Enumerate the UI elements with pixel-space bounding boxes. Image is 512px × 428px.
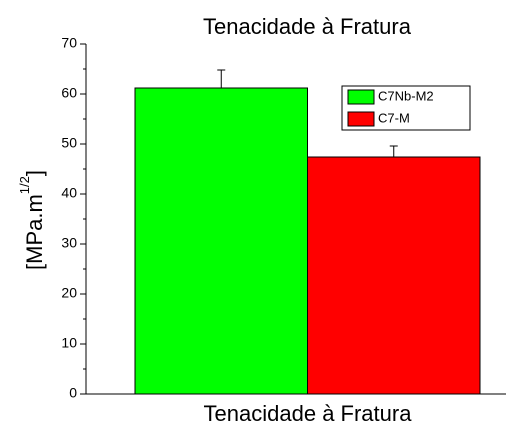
y-axis-label: [MPa.m1/2] xyxy=(17,170,46,270)
chart-title: Tenacidade à Fratura xyxy=(203,14,412,39)
legend-label: C7-M xyxy=(378,110,410,125)
y-label-end: ] xyxy=(22,170,47,176)
y-tick-label: 20 xyxy=(61,285,77,301)
legend-label: C7Nb-M2 xyxy=(378,88,434,103)
y-tick-label: 10 xyxy=(61,335,77,351)
y-tick-label: 30 xyxy=(61,235,77,251)
y-label-sup: 1/2 xyxy=(17,176,32,194)
error-bar xyxy=(389,145,398,157)
bar xyxy=(307,156,481,395)
y-tick-label: 0 xyxy=(69,385,77,401)
y-tick-label: 40 xyxy=(61,185,77,201)
y-tick-label: 60 xyxy=(61,85,77,101)
y-tick-label: 50 xyxy=(61,135,77,151)
legend-swatch xyxy=(347,89,375,105)
error-bar xyxy=(217,69,226,88)
y-label-main: [MPa.m xyxy=(22,194,47,270)
x-tick-label: Tenacidade à Fratura xyxy=(204,401,413,426)
bar xyxy=(134,87,308,395)
legend-swatch xyxy=(347,111,375,127)
y-tick-label: 70 xyxy=(61,35,77,51)
